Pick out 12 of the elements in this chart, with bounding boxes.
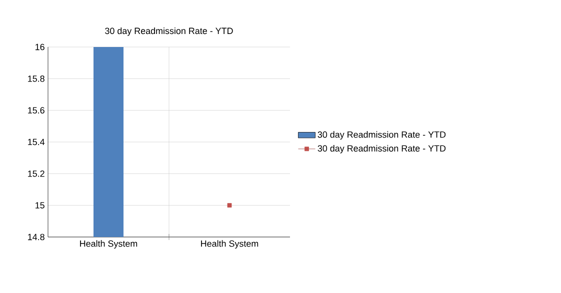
y-tick-label: 15.2 [28, 170, 44, 177]
legend-label: 30 day Readmission Rate - YTD [318, 144, 446, 154]
chart-title: 30 day Readmission Rate - YTD [105, 27, 233, 36]
legend-label: 30 day Readmission Rate - YTD [318, 131, 446, 140]
y-tick-label: 15.4 [28, 138, 45, 146]
y-tick-label: 15.6 [28, 107, 44, 114]
y-tick-label: 15 [36, 202, 44, 208]
x-tick-label: Health System [201, 240, 258, 249]
x-tick-label: Health System [80, 240, 138, 249]
y-tick-label: 14.8 [28, 234, 44, 240]
y-tick-label: 15.8 [28, 75, 44, 82]
y-tick-label: 16 [36, 44, 44, 50]
